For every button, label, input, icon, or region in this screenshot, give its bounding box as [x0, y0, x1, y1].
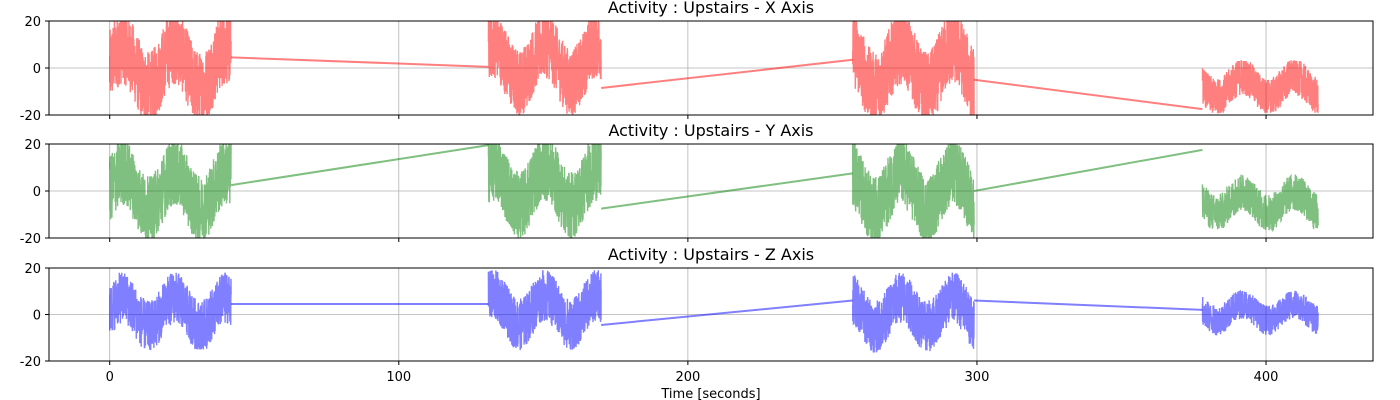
series-segment-4 [1201, 173, 1319, 233]
x-tick-label: 0 [106, 370, 114, 385]
series-segment-1 [109, 144, 232, 238]
series-connector-3 [974, 299, 1203, 311]
series-segment-2 [487, 144, 602, 238]
y-tick-label: 0 [33, 62, 41, 77]
series-connector-1 [230, 144, 489, 187]
series-segment-1 [108, 272, 232, 351]
series-plot [109, 21, 1319, 115]
x-axis-label: Time [seconds] [660, 387, 760, 400]
series-segment-3 [852, 21, 975, 115]
y-tick-label: 20 [24, 262, 41, 277]
series-connector-3 [973, 78, 1203, 111]
series-segment-2 [487, 270, 602, 351]
series-connector-1 [231, 56, 489, 68]
axes-frame [48, 143, 1374, 239]
y-tick-label: -20 [20, 232, 41, 247]
axes-frame [48, 267, 1374, 362]
y-tick-label: 0 [33, 309, 41, 324]
series-connector-2 [601, 299, 853, 326]
series-connector-2 [601, 172, 853, 210]
series-segment-4 [1201, 60, 1319, 114]
axes-panel-2: -20 0 20 Activity : Upstairs - Y Axis [20, 121, 1374, 247]
x-tick-label: 400 [1254, 370, 1279, 385]
series-connector-2 [601, 58, 853, 89]
series-segment-4 [1201, 290, 1319, 336]
x-tick-label: 300 [965, 370, 990, 385]
x-tick-label: 200 [675, 370, 700, 385]
series-segment-3 [852, 272, 975, 353]
series-segment-3 [852, 144, 975, 238]
panel-title: Activity : Upstairs - Z Axis [608, 245, 814, 264]
y-tick-label: 20 [24, 15, 41, 30]
series-segment-2 [487, 21, 602, 115]
series-segment-1 [109, 21, 232, 115]
y-tick-label: -20 [20, 109, 41, 124]
series-connector-3 [973, 148, 1203, 192]
y-tick-label: 20 [24, 138, 41, 153]
panel-title: Activity : Upstairs - Y Axis [608, 121, 813, 140]
series-plot [109, 144, 1319, 238]
axes-frame [48, 20, 1374, 116]
x-tick-label: 100 [386, 370, 411, 385]
panel-title: Activity : Upstairs - X Axis [608, 0, 814, 17]
axes-panel-1: -20 0 20 Activity : Upstairs - X Axis [20, 0, 1374, 124]
y-tick-label: -20 [20, 355, 41, 370]
series-plot [108, 270, 1319, 353]
y-tick-label: 0 [33, 185, 41, 200]
